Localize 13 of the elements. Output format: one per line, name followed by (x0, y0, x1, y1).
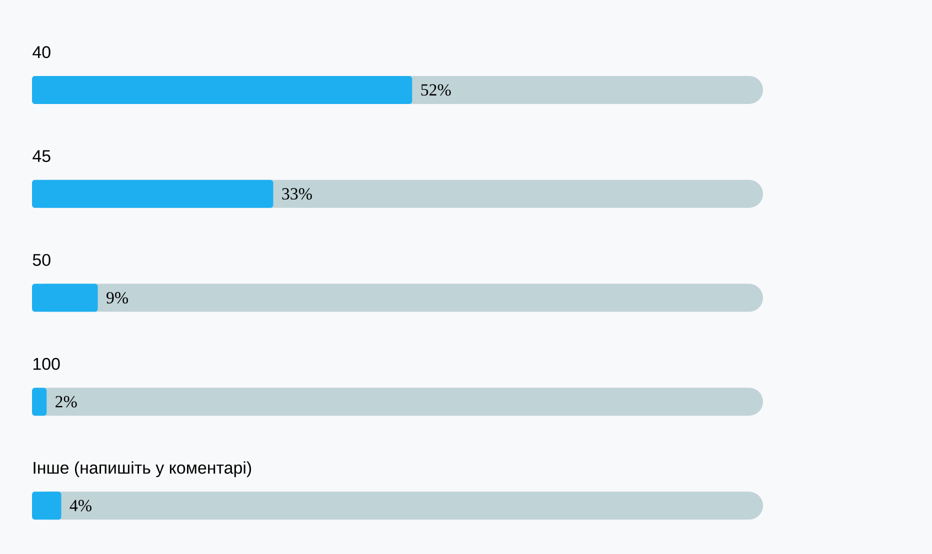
bar (32, 492, 62, 520)
data-label: 9% (106, 292, 128, 304)
bar (32, 388, 47, 416)
data-label: 52% (421, 84, 451, 96)
data-label: 33% (282, 188, 312, 200)
y-tick-label: 100 (33, 358, 60, 370)
y-tick-label: 50 (32, 254, 50, 266)
y-tick-label: Інше (напишіть у коментарі) (34, 461, 252, 478)
y-tick-label: 40 (32, 46, 50, 58)
data-label: 4% (70, 500, 92, 512)
y-tick-label: 45 (32, 150, 50, 162)
data-label: 2% (56, 396, 77, 408)
bar (32, 284, 98, 312)
